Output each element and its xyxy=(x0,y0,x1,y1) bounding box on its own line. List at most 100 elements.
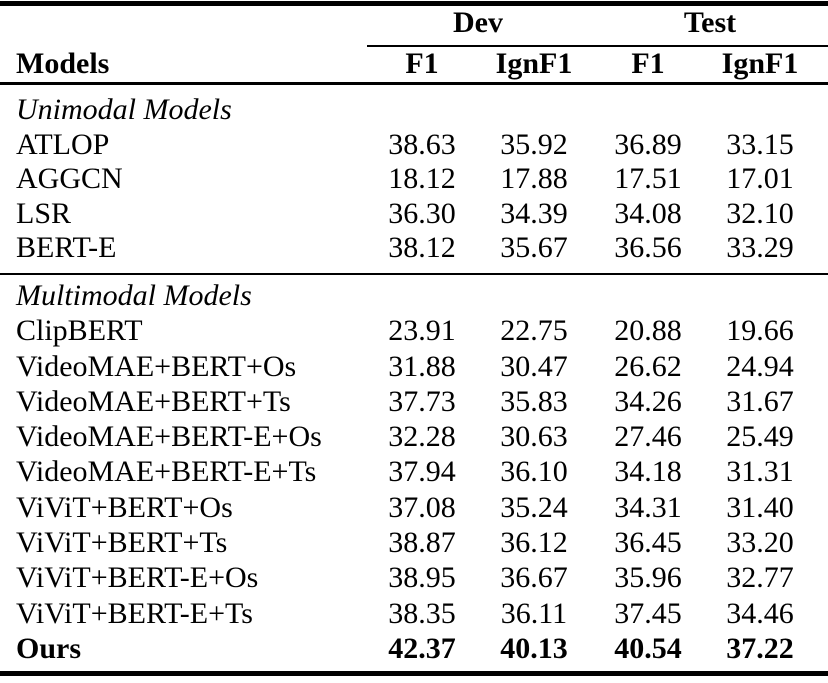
value-cell: 36.45 xyxy=(614,526,682,560)
section-title: Unimodal Models xyxy=(16,93,232,126)
value-cell: 33.20 xyxy=(726,526,794,560)
value-cell: 31.88 xyxy=(388,349,456,383)
value-cell: 34.31 xyxy=(614,490,682,524)
models-column-header: Models xyxy=(16,47,110,80)
value-cell: 37.08 xyxy=(388,490,456,524)
value-cell: 34.39 xyxy=(500,196,568,230)
spacer-cell xyxy=(816,454,828,489)
value-cell: 35.83 xyxy=(500,384,568,418)
model-name-cell: ViViT+BERT-E+Os xyxy=(16,561,259,595)
value-cell: 22.75 xyxy=(500,314,568,348)
value-cell: 34.08 xyxy=(614,196,682,230)
value-cell: 36.10 xyxy=(500,455,568,489)
model-name-cell: LSR xyxy=(16,196,72,230)
spacer-cell xyxy=(816,231,828,266)
value-cell: 34.46 xyxy=(726,596,794,630)
value-cell: 37.22 xyxy=(726,631,794,665)
spacer-cell xyxy=(816,560,828,595)
section-title-row: Multimodal Models xyxy=(0,278,828,313)
value-cell: 35.67 xyxy=(500,231,568,265)
table-row: ViViT+BERT+Ts 38.87 36.12 36.45 33.20 xyxy=(0,525,828,560)
value-cell: 17.51 xyxy=(614,162,682,196)
value-cell: 27.46 xyxy=(614,420,682,454)
top-rule xyxy=(0,1,828,6)
value-cell: 36.56 xyxy=(614,231,682,265)
value-cell: 34.18 xyxy=(614,455,682,489)
table-row: AGGCN 18.12 17.88 17.51 17.01 xyxy=(0,162,828,197)
value-cell: 40.13 xyxy=(500,631,568,665)
value-cell: 36.12 xyxy=(500,526,568,560)
model-name-cell: ViViT+BERT+Ts xyxy=(16,526,228,560)
spacer-cell xyxy=(816,596,828,631)
value-cell: 35.92 xyxy=(500,127,568,161)
value-cell: 20.88 xyxy=(614,314,682,348)
value-cell: 33.29 xyxy=(726,231,794,265)
table-row: VideoMAE+BERT-E+Ts 37.94 36.10 34.18 31.31 xyxy=(0,454,828,489)
value-cell: 19.66 xyxy=(726,314,794,348)
model-name-cell: ClipBERT xyxy=(16,314,143,348)
table-row: ViViT+BERT+Os 37.08 35.24 34.31 31.40 xyxy=(0,490,828,525)
table-row: LSR 36.30 34.39 34.08 32.10 xyxy=(0,197,828,232)
column-group-header-row: Dev Test xyxy=(0,0,828,46)
model-name-cell: VideoMAE+BERT-E+Ts xyxy=(16,455,317,489)
table-row: VideoMAE+BERT+Os 31.88 30.47 26.62 24.94 xyxy=(0,349,828,384)
value-cell: 35.96 xyxy=(614,561,682,595)
value-cell: 34.26 xyxy=(614,384,682,418)
test-ignf1-column-header: IgnF1 xyxy=(721,47,799,80)
value-cell: 36.30 xyxy=(388,196,456,230)
value-cell: 35.24 xyxy=(500,490,568,524)
spacer-cell xyxy=(816,313,828,348)
section-divider-rule xyxy=(0,273,828,275)
spacer-cell xyxy=(816,128,828,163)
value-cell: 25.49 xyxy=(726,420,794,454)
value-cell: 31.40 xyxy=(726,490,794,524)
value-cell: 31.31 xyxy=(726,455,794,489)
test-group-header: Test xyxy=(683,6,737,39)
test-cmidrule xyxy=(611,45,828,48)
spacer-cell xyxy=(816,490,828,525)
spacer-cell xyxy=(816,419,828,454)
dev-f1-column-header: F1 xyxy=(405,47,439,80)
value-cell: 42.37 xyxy=(388,631,456,665)
value-cell: 36.89 xyxy=(614,127,682,161)
spacer-cell xyxy=(816,384,828,419)
value-cell: 17.01 xyxy=(726,162,794,196)
value-cell: 32.10 xyxy=(726,196,794,230)
model-name-cell: ViViT+BERT+Os xyxy=(16,490,233,524)
value-cell: 38.35 xyxy=(388,596,456,630)
value-cell: 36.67 xyxy=(500,561,568,595)
model-name-cell: VideoMAE+BERT+Os xyxy=(16,349,297,383)
table-section: Unimodal Models ATLOP 38.63 35.92 36.89 33.15… xyxy=(0,93,828,266)
table-row: VideoMAE+BERT-E+Os 32.28 30.63 27.46 25.49 xyxy=(0,419,828,454)
spacer-cell xyxy=(816,349,828,384)
spacer-cell xyxy=(816,197,828,232)
value-cell: 38.87 xyxy=(388,526,456,560)
dev-ignf1-column-header: IgnF1 xyxy=(495,47,573,80)
model-name-cell: VideoMAE+BERT+Ts xyxy=(16,384,291,418)
column-header-row: Models F1 IgnF1 F1 IgnF1 xyxy=(0,46,828,82)
table-row: ClipBERT 23.91 22.75 20.88 19.66 xyxy=(0,313,828,348)
spacer-cell xyxy=(816,525,828,560)
bottom-rule xyxy=(0,671,828,676)
header-rule xyxy=(0,82,828,85)
table-body: Unimodal Models ATLOP 38.63 35.92 36.89 33.15… xyxy=(0,93,828,666)
value-cell: 37.94 xyxy=(388,455,456,489)
dev-group-header: Dev xyxy=(453,6,503,39)
value-cell: 33.15 xyxy=(726,127,794,161)
table-row: ViViT+BERT-E+Ts 38.35 36.11 37.45 34.46 xyxy=(0,596,828,631)
value-cell: 36.11 xyxy=(500,596,568,630)
value-cell: 37.73 xyxy=(388,384,456,418)
table-row: Ours 42.37 40.13 40.54 37.22 xyxy=(0,631,828,666)
test-f1-column-header: F1 xyxy=(631,47,665,80)
value-cell: 32.77 xyxy=(726,561,794,595)
table-section: Multimodal Models ClipBERT 23.91 22.75 20.88… xyxy=(0,278,828,666)
table-row: ATLOP 38.63 35.92 36.89 33.15 xyxy=(0,128,828,163)
model-name-cell: BERT-E xyxy=(16,231,117,265)
value-cell: 38.63 xyxy=(388,127,456,161)
model-name-cell: ViViT+BERT-E+Ts xyxy=(16,596,253,630)
table-row: BERT-E 38.12 35.67 36.56 33.29 xyxy=(0,231,828,266)
section-title-row: Unimodal Models xyxy=(0,93,828,128)
dev-cmidrule xyxy=(367,45,617,48)
corner-spacer-cell xyxy=(0,0,366,46)
